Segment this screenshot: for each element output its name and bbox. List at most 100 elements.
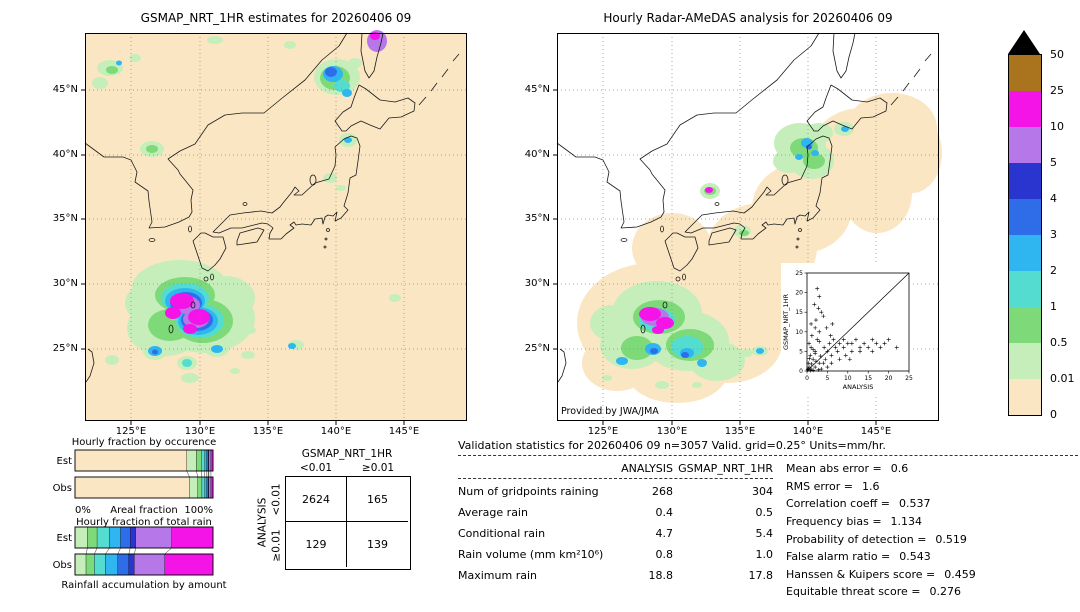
- scatter-point: [833, 345, 838, 350]
- precip-cell: [183, 324, 197, 334]
- scatter-point: [813, 325, 818, 330]
- contingency-cell: 129: [286, 522, 347, 567]
- precip-cell: [182, 359, 192, 367]
- scatter-point: [807, 341, 812, 346]
- fraction-connector: [134, 547, 136, 555]
- colorbar-over-triangle: [1008, 30, 1040, 54]
- scatter-point: [819, 367, 824, 372]
- fraction-bar-outline: [74, 449, 214, 472]
- fraction-segment: [85, 553, 95, 576]
- precip-cell: [671, 336, 703, 358]
- scatter-point: [818, 354, 823, 359]
- precip-cell: [632, 213, 712, 283]
- col-header: <0.01: [299, 462, 333, 474]
- scatter-point: [805, 367, 810, 372]
- scatter-point: [806, 361, 811, 366]
- score-row: Frequency bias = 1.134: [786, 515, 923, 529]
- inset-points: [805, 286, 899, 373]
- fraction-segment: [204, 476, 207, 499]
- precip-cell: [325, 67, 337, 77]
- scatter-point: [882, 341, 887, 346]
- scatter-point: [837, 341, 842, 346]
- fraction-segment: [206, 449, 209, 472]
- scatter-point: [874, 341, 879, 346]
- fraction-segment: [94, 553, 106, 576]
- precip-cell: [650, 348, 658, 354]
- fraction-segment: [74, 526, 88, 549]
- fraction-segment: [134, 553, 165, 576]
- fraction-bar-outline: [74, 476, 214, 499]
- stats-row: Conditional rain 4.7 5.4: [458, 527, 773, 540]
- inset-x-tick-label: 0: [805, 375, 809, 382]
- precip-cell: [146, 145, 158, 153]
- precip-cell: [725, 369, 739, 377]
- inset-x-tick-label: 10: [844, 375, 852, 382]
- fraction-segment: [201, 476, 205, 499]
- inset-x-tick-label: 15: [864, 375, 872, 382]
- scatter-point: [849, 341, 854, 346]
- scatter-point: [849, 349, 854, 354]
- fraction-segment: [164, 553, 214, 576]
- inset-diagonal-line: [806, 272, 910, 372]
- fraction-connector: [94, 547, 98, 555]
- scatter-point: [828, 333, 833, 338]
- precip-cell: [288, 343, 296, 349]
- lat-tick: 40°N: [524, 149, 550, 160]
- colorbar-bands: [1008, 54, 1042, 416]
- fraction-segment: [206, 476, 209, 499]
- contingency-cell: 165: [347, 477, 408, 522]
- stats-col-header: ANALYSIS: [621, 461, 673, 475]
- stats-row: Num of gridpoints raining 268 304: [458, 485, 773, 498]
- precip-cell: [741, 349, 753, 357]
- radar-amedas-map: Hourly Radar-AMeDAS analysis for 2026040…: [525, 11, 942, 437]
- left-map-canvas: [80, 30, 468, 426]
- scatter-point: [853, 337, 858, 342]
- lon-tick: 145°E: [860, 426, 892, 437]
- colorbar-band: [1009, 235, 1041, 271]
- lon-tick: 130°E: [656, 426, 688, 437]
- scatter-point: [815, 337, 820, 342]
- precip-cell: [389, 294, 401, 302]
- lat-tick: 25°N: [524, 343, 550, 354]
- fraction-segment: [74, 476, 190, 499]
- precip-cell: [241, 351, 255, 359]
- score-row: Mean abs error = 0.6: [786, 462, 909, 476]
- fraction-segment: [186, 449, 197, 472]
- scatter-point: [858, 345, 863, 350]
- scatter-point: [825, 349, 830, 354]
- lat-tick: 35°N: [52, 213, 78, 224]
- precip-cell: [811, 150, 819, 156]
- colorbar-band: [1009, 127, 1041, 163]
- scatter-point: [808, 353, 813, 358]
- inset-y-tick-label: 5: [799, 348, 803, 355]
- fraction-text: 100%: [184, 505, 213, 516]
- colorbar-tick-label: 3: [1050, 228, 1057, 241]
- scatter-point: [813, 351, 818, 356]
- scatter-point: [813, 318, 818, 323]
- precip-cell: [170, 293, 194, 309]
- row-header: ≥0.01: [270, 529, 283, 562]
- fraction-connector: [85, 547, 88, 555]
- scatter-point: [813, 365, 818, 370]
- precip-cell: [207, 36, 223, 44]
- score-row: False alarm ratio = 0.543: [786, 550, 931, 564]
- scatter-point: [806, 367, 811, 372]
- lat-tick: 35°N: [524, 213, 550, 224]
- colorbar-tick-label: 0: [1050, 408, 1057, 421]
- fraction-text: Areal fraction: [110, 505, 177, 516]
- lat-tick: 30°N: [52, 278, 78, 289]
- lon-tick: 145°E: [388, 426, 420, 437]
- fraction-connector: [186, 470, 190, 478]
- precip-cell: [284, 41, 296, 49]
- right-map-border: [557, 33, 939, 421]
- scatter-point: [870, 349, 875, 354]
- divider: [458, 478, 773, 479]
- colorbar-band: [1009, 55, 1041, 91]
- lon-tick: 140°E: [792, 426, 824, 437]
- fraction-connector: [201, 470, 203, 478]
- fraction-text: 0%: [75, 505, 91, 516]
- scatter-point: [809, 345, 814, 350]
- fraction-segment: [87, 526, 98, 549]
- scatter-point: [841, 337, 846, 342]
- fraction-segment: [204, 449, 207, 472]
